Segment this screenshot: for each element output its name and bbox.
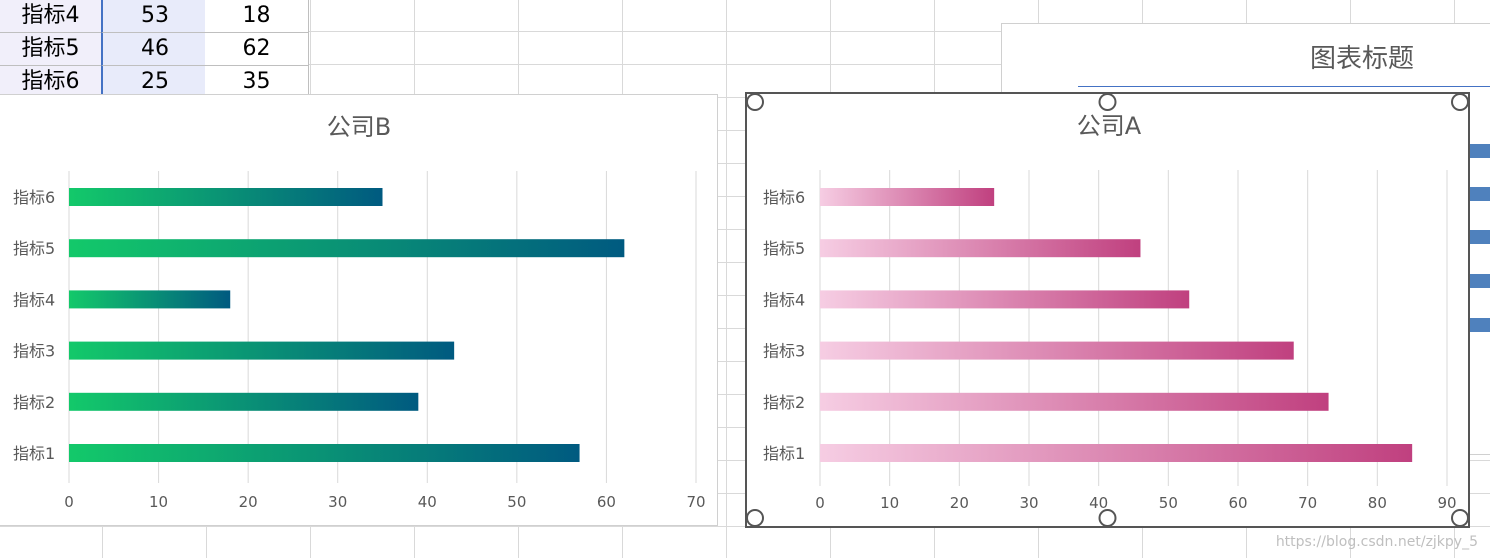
- resize-handle[interactable]: [1451, 509, 1468, 526]
- sheet-cell-a[interactable]: 46: [101, 33, 209, 66]
- category-label: 指标6: [763, 188, 805, 207]
- category-label: 指标3: [13, 342, 55, 361]
- x-tick-label: 30: [1019, 494, 1038, 512]
- bar: [820, 444, 1413, 462]
- sheet-cell-b[interactable]: 35: [205, 66, 309, 99]
- x-tick-label: 0: [64, 493, 74, 511]
- sheet-cell-a[interactable]: 53: [101, 0, 209, 33]
- x-tick-label: 60: [1228, 494, 1247, 512]
- background-chart-bar: [1470, 144, 1490, 158]
- x-tick-label: 60: [597, 493, 616, 511]
- sheet-cell-label[interactable]: 指标5: [0, 33, 101, 66]
- background-chart-title: 图表标题: [1309, 44, 1414, 74]
- background-chart-bar: [1470, 230, 1490, 244]
- category-label: 指标2: [13, 393, 55, 412]
- bar: [820, 239, 1141, 258]
- category-label: 指标5: [13, 239, 55, 258]
- category-label: 指标2: [763, 393, 805, 412]
- bar: [69, 341, 455, 360]
- bar: [69, 239, 625, 258]
- resize-handle[interactable]: [1098, 94, 1117, 111]
- background-chart-plot: [1078, 86, 1490, 87]
- x-tick-label: 50: [507, 493, 526, 511]
- chart-svg: 公司A 0 10 20 30 40 50 60 70 80 90 指标1 指标2 指标3 指标4 指标5 指标6: [747, 94, 1468, 526]
- x-tick-label: 40: [418, 493, 437, 511]
- watermark: https://blog.csdn.net/zjkpy_5: [1275, 534, 1478, 550]
- bar: [69, 392, 419, 411]
- x-tick-label: 0: [815, 494, 825, 512]
- x-tick-label: 50: [1159, 494, 1178, 512]
- resize-handle[interactable]: [747, 509, 764, 526]
- category-label: 指标4: [763, 290, 805, 309]
- category-label: 指标4: [13, 290, 55, 309]
- sheet-cell-b[interactable]: 18: [205, 0, 309, 33]
- bar: [820, 188, 995, 206]
- background-chart-bar: [1470, 187, 1490, 201]
- x-tick-label: 10: [149, 493, 168, 511]
- x-tick-label: 70: [686, 493, 705, 511]
- bar: [820, 290, 1190, 309]
- category-label: 指标6: [13, 188, 55, 207]
- resize-handle[interactable]: [1451, 94, 1468, 111]
- sheet-cell-label[interactable]: 指标6: [0, 66, 101, 99]
- resize-handle[interactable]: [1098, 509, 1117, 526]
- bar: [820, 392, 1329, 411]
- background-chart-bar: [1470, 318, 1490, 332]
- x-tick-label: 30: [328, 493, 347, 511]
- background-chart-bar: [1470, 274, 1490, 288]
- x-tick-label: 20: [239, 493, 258, 511]
- x-tick-label: 40: [1089, 494, 1108, 512]
- category-label: 指标3: [763, 342, 805, 361]
- x-tick-label: 80: [1368, 494, 1387, 512]
- chart-title: 公司A: [1077, 112, 1142, 140]
- x-tick-label: 70: [1298, 494, 1317, 512]
- bar: [69, 188, 383, 206]
- resize-handle[interactable]: [747, 94, 764, 111]
- x-tick-label: 10: [880, 494, 899, 512]
- sheet-cell-b[interactable]: 62: [205, 33, 309, 66]
- chart-svg: 公司B 0 10 20 30 40 50 60 70 指标1 指标2 指标3 指标4 指标5 指标6: [13, 113, 706, 511]
- x-tick-label: 90: [1437, 494, 1456, 512]
- category-label: 指标1: [763, 444, 805, 463]
- bar: [69, 444, 580, 462]
- x-tick-label: 20: [950, 494, 969, 512]
- bar: [820, 341, 1294, 360]
- chart-company-b[interactable]: 公司B 0 10 20 30 40 50 60 70 指标1 指标2 指标3 指标4 指标5 指标6: [0, 94, 718, 526]
- sheet-cell-label[interactable]: 指标4: [0, 0, 101, 33]
- bar: [69, 290, 231, 309]
- category-label: 指标1: [13, 444, 55, 463]
- chart-title: 公司B: [327, 113, 391, 141]
- chart-company-a[interactable]: 公司A 0 10 20 30 40 50 60 70 80 90 指标1 指标2 指标3 指标4 指标5 指标6: [745, 92, 1470, 528]
- category-label: 指标5: [763, 239, 805, 258]
